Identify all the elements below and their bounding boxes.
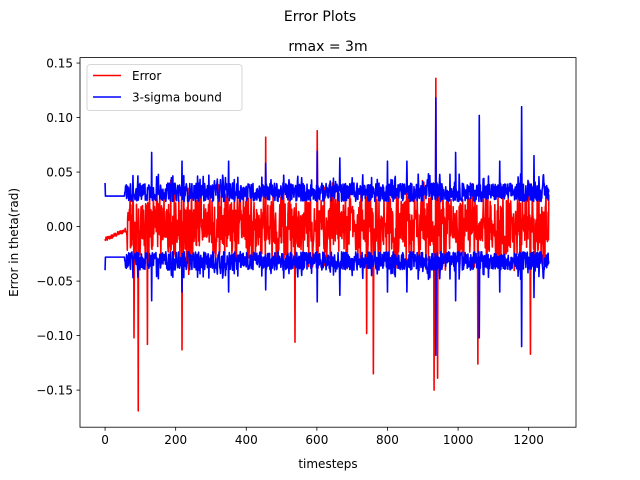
series-line-bound-upper bbox=[104, 97, 550, 203]
y-tick-label: −0.15 bbox=[36, 383, 73, 397]
y-tick-label: −0.10 bbox=[36, 329, 73, 343]
y-tick-label: −0.05 bbox=[36, 274, 73, 288]
x-tick-label: 200 bbox=[164, 433, 187, 447]
y-tick-label: 0.00 bbox=[46, 220, 73, 234]
plot-frame bbox=[79, 57, 577, 428]
y-tick-label: 0.05 bbox=[46, 165, 73, 179]
x-tick-label: 600 bbox=[305, 433, 328, 447]
x-tick-label: 1000 bbox=[443, 433, 474, 447]
y-axis-label: Error in theta(rad) bbox=[7, 188, 21, 297]
series-line-bound-lower bbox=[104, 250, 550, 357]
legend-label-error: Error bbox=[132, 69, 161, 83]
chart-title: rmax = 3m bbox=[288, 39, 367, 55]
y-tick-label: 0.10 bbox=[46, 111, 73, 125]
x-axis-label: timesteps bbox=[298, 457, 357, 471]
figure-suptitle: Error Plots bbox=[283, 9, 357, 25]
y-tick-label: 0.15 bbox=[46, 56, 73, 70]
x-tick-label: 400 bbox=[235, 433, 258, 447]
legend-label-bound: 3-sigma bound bbox=[132, 90, 222, 104]
x-tick-label: 1200 bbox=[513, 433, 544, 447]
series-line-error bbox=[104, 77, 550, 412]
legend: Error 3-sigma bound bbox=[86, 64, 243, 111]
x-tick-label: 0 bbox=[101, 433, 109, 447]
series-layer bbox=[104, 77, 550, 412]
x-tick-label: 800 bbox=[376, 433, 399, 447]
tick-layer: 0 200 400 600 800 1000 1200 −0.15 −0.10 −0.05 0.00… bbox=[36, 56, 544, 447]
